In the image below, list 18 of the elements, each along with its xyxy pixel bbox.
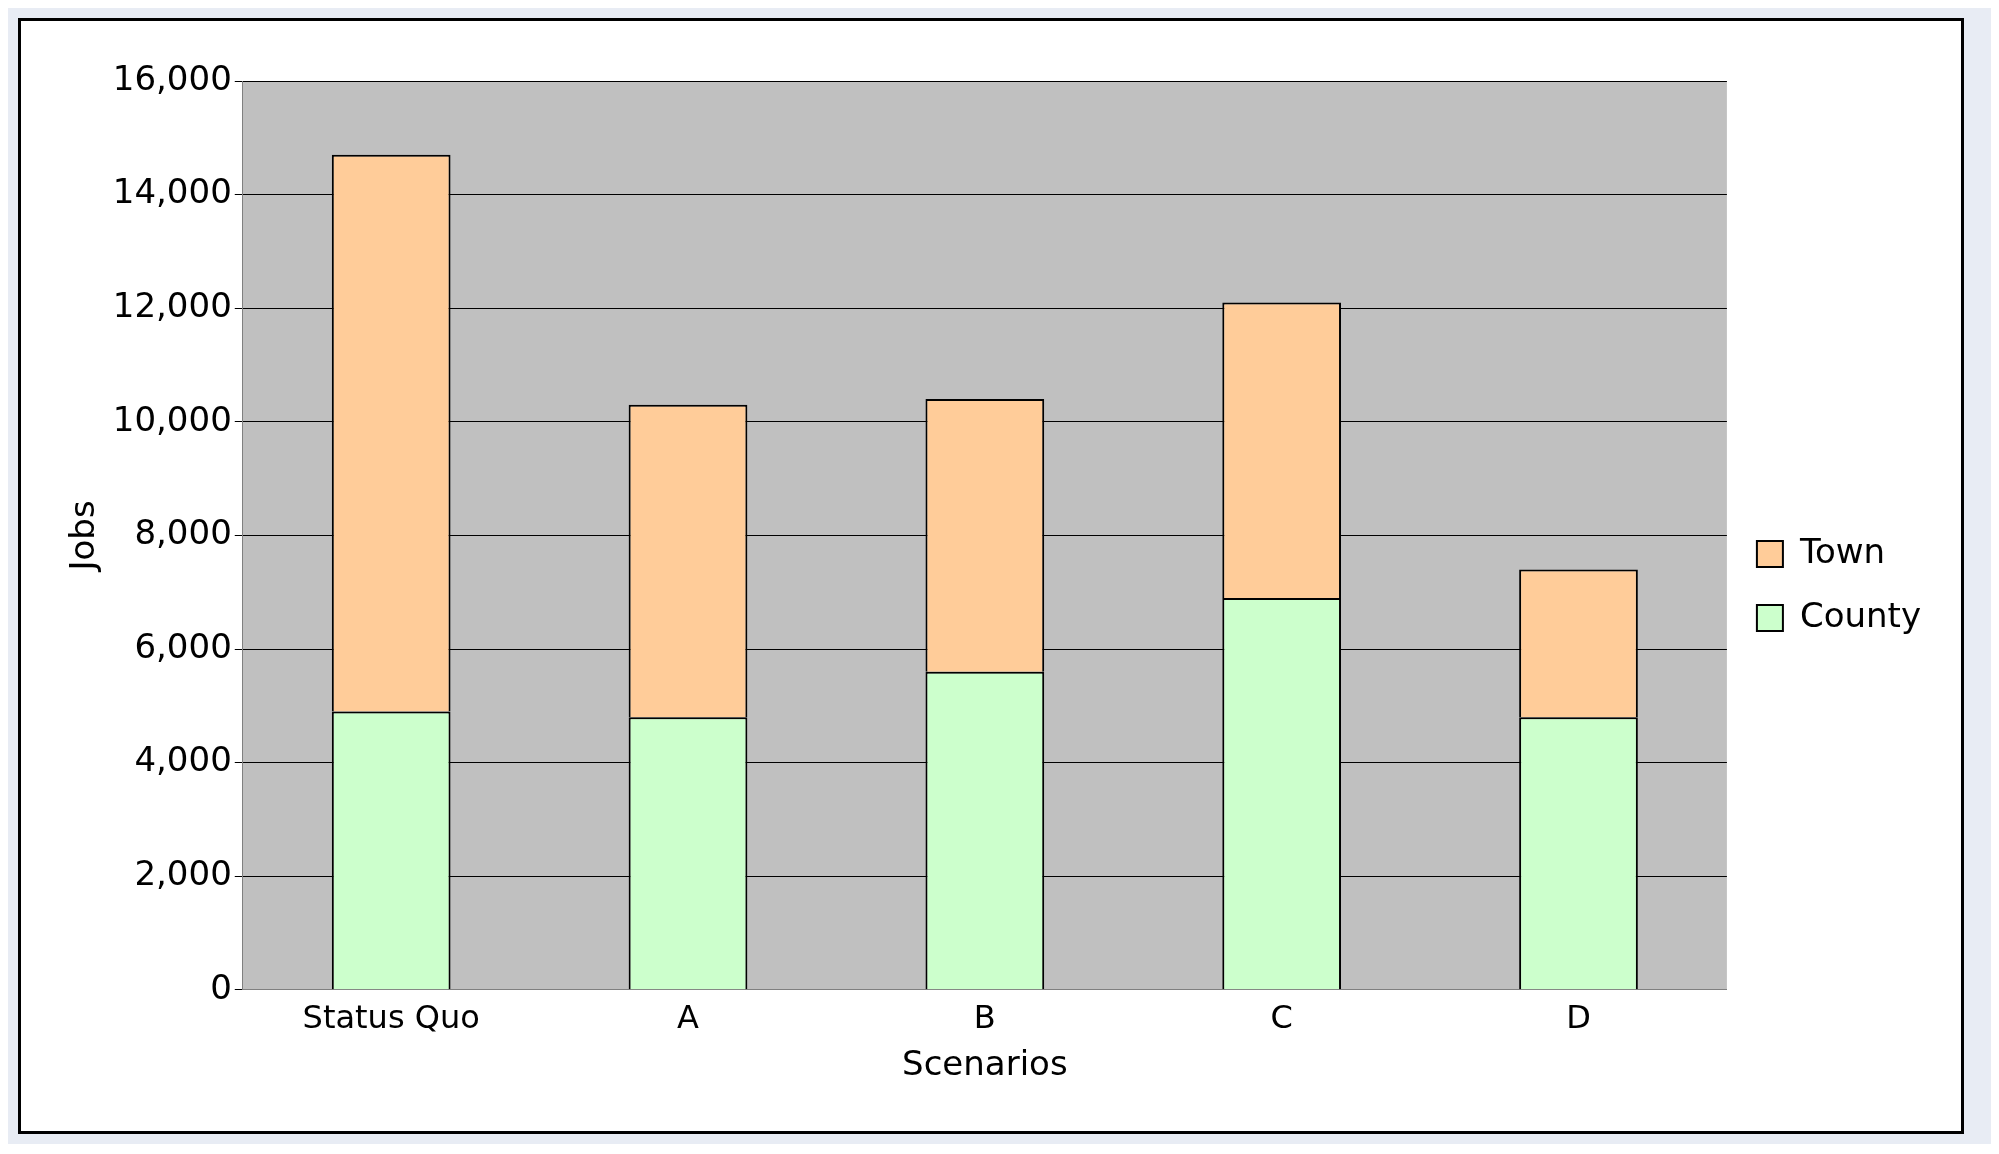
y-tick-label: 14,000 — [112, 171, 232, 212]
legend-label: Town — [1798, 530, 1886, 571]
y-tick-label: 0 — [210, 966, 232, 1007]
y-tick-label: 16,000 — [112, 57, 232, 98]
x-tick-label: A — [677, 998, 700, 1037]
y-tick-label: 6,000 — [134, 625, 232, 666]
x-tick-label: Status Quo — [302, 998, 480, 1037]
y-tick-label: 2,000 — [134, 853, 232, 894]
x-tick-label: B — [973, 998, 996, 1037]
x-axis-title: Scenarios — [902, 1043, 1068, 1084]
y-tick-label: 8,000 — [134, 512, 232, 553]
y-tick-label: 4,000 — [134, 739, 232, 780]
y-axis-title: Jobs — [62, 500, 103, 573]
y-tick-label: 10,000 — [112, 398, 232, 439]
legend-label: County — [1799, 594, 1921, 635]
y-tick-label: 12,000 — [112, 285, 232, 326]
x-tick-label: D — [1566, 998, 1591, 1037]
x-tick-label: C — [1270, 998, 1293, 1037]
